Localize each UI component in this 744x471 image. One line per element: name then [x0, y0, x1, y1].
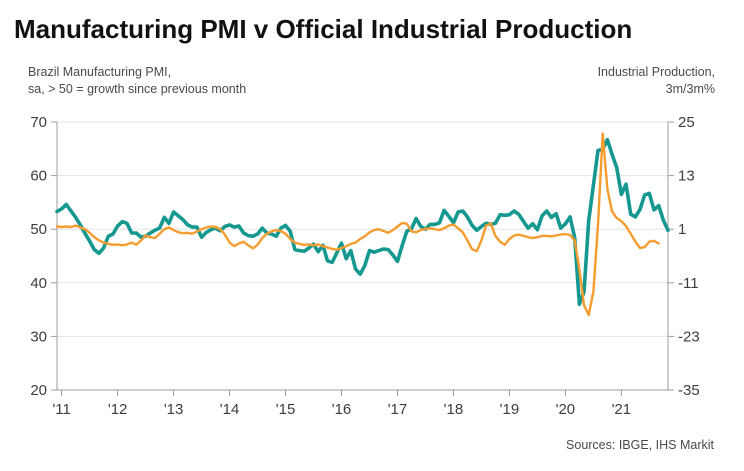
left-axis-tick-label: 60	[30, 168, 47, 185]
x-axis-tick-label: '13	[164, 401, 184, 418]
x-axis-tick-label: '12	[108, 401, 128, 418]
right-axis-tick-label: 1	[678, 221, 686, 238]
left-axis-caption-line2: sa, > 50 = growth since previous month	[28, 82, 247, 96]
x-axis-tick-label: '18	[444, 401, 464, 418]
chart-title: Manufacturing PMI v Official Industrial …	[14, 14, 633, 44]
left-axis-tick-label: 50	[30, 221, 47, 238]
pmi-line	[55, 137, 670, 307]
right-axis-caption: Industrial Production, 3m/3m%	[598, 64, 715, 98]
right-axis-caption-line2: 3m/3m%	[665, 82, 715, 96]
x-axis-tick-label: '11	[52, 401, 70, 418]
x-axis-tick-label: '16	[332, 401, 352, 418]
x-axis-tick-label: '21	[612, 401, 632, 418]
x-axis-tick-label: '19	[500, 401, 520, 418]
right-axis-tick-label: -11	[678, 275, 699, 292]
left-axis-tick-label: 40	[30, 275, 47, 292]
right-axis-tick-label: -35	[678, 382, 700, 399]
x-axis-tick-label: '15	[276, 401, 296, 418]
right-axis-tick-label: 25	[678, 114, 695, 131]
right-axis-caption-line1: Industrial Production,	[597, 65, 715, 79]
source-note: Sources: IBGE, IHS Markit	[566, 438, 714, 452]
x-axis-tick-label: '14	[220, 401, 240, 418]
left-axis-tick-label: 20	[30, 382, 47, 399]
right-axis-tick-label: -23	[678, 328, 700, 345]
x-axis-tick-label: '17	[388, 401, 408, 418]
left-axis-caption: Brazil Manufacturing PMI, sa, > 50 = gro…	[28, 64, 246, 98]
left-axis-caption-line1: Brazil Manufacturing PMI,	[28, 65, 172, 79]
right-axis-tick-label: 13	[678, 168, 695, 185]
left-axis-tick-label: 30	[30, 328, 47, 345]
industrial-production-line	[55, 132, 660, 317]
left-axis-tick-label: 70	[30, 114, 47, 131]
x-axis-tick-label: '20	[556, 401, 576, 418]
